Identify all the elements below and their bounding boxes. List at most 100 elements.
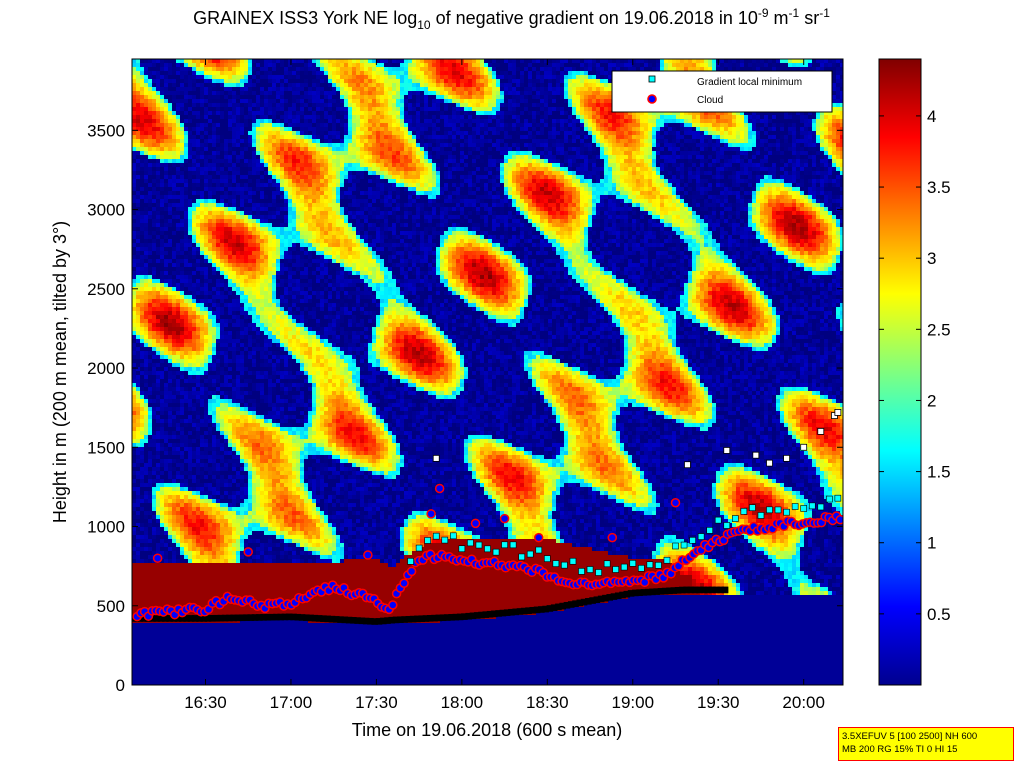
colorbar-tick-label: 3 [927, 249, 936, 268]
gradient-minimum-marker [791, 503, 799, 510]
gradient-minimum-marker [467, 539, 474, 547]
gradient-minimum-marker [817, 428, 825, 435]
gradient-minimum-marker [484, 545, 491, 553]
gradient-minimum-marker [646, 561, 654, 568]
gradient-minimum-marker [432, 454, 440, 462]
gradient-minimum-marker [569, 557, 577, 565]
gradient-minimum-marker [603, 560, 611, 568]
gradient-minimum-marker [723, 447, 731, 454]
cloud-marker [434, 483, 445, 494]
cloud-marker [152, 553, 163, 563]
gradient-minimum-marker [578, 568, 585, 575]
gradient-minimum-marker [697, 533, 705, 540]
legend-label-minimum: Gradient local minimum [697, 77, 802, 88]
x-tick-label: 19:00 [612, 693, 655, 712]
annotation-line-2: MB 200 RG 15% TI 0 HI 15 [842, 743, 1010, 756]
y-tick-label: 0 [116, 676, 125, 695]
gradient-minimum-marker [684, 461, 691, 469]
cloud-marker [670, 497, 681, 508]
annotation-box: 3.5XEFUV 5 [100 2500] NH 600 MB 200 RG 1… [838, 727, 1014, 761]
cloud-marker [426, 509, 436, 519]
gradient-minimum-marker [518, 553, 525, 561]
gradient-minimum-marker [808, 502, 816, 510]
y-tick-label: 3500 [87, 121, 125, 140]
gradient-minimum-marker [415, 544, 423, 552]
gradient-minimum-marker [834, 409, 842, 416]
gradient-minimum-marker [629, 560, 637, 567]
legend-marker-minimum [648, 75, 656, 83]
gradient-minimum-marker [689, 537, 696, 544]
legend: Gradient local minimum Cloud [611, 70, 833, 113]
axes-box [131, 58, 844, 686]
colorbar-tick-label: 4 [927, 107, 936, 126]
gradient-minimum-marker [680, 541, 688, 549]
x-tick-label: 16:30 [184, 693, 227, 712]
gradient-minimum-marker [458, 545, 466, 553]
cloud-marker [534, 532, 544, 543]
colorbar [878, 58, 922, 686]
gradient-minimum-marker [526, 550, 534, 558]
y-axis-label: Height in m (200 m mean, tilted by 3°) [50, 221, 70, 523]
gradient-minimum-marker [561, 561, 568, 569]
gradient-minimum-marker [774, 506, 782, 514]
y-tick-label: 3000 [87, 201, 125, 220]
gradient-minimum-marker [723, 522, 731, 529]
gradient-minimum-marker [450, 532, 457, 540]
gradient-minimum-marker [552, 560, 560, 567]
x-tick-label: 17:30 [355, 693, 398, 712]
gradient-minimum-marker [407, 558, 414, 565]
heatmap-field [132, 59, 843, 685]
cloud-marker [363, 550, 373, 560]
colorbar-tick-label: 1.5 [927, 463, 951, 482]
gradient-minimum-marker [714, 516, 722, 524]
x-tick-label: 19:30 [697, 693, 740, 712]
gradient-minimum-marker [783, 508, 790, 516]
gradient-minimum-marker [800, 505, 807, 512]
gradient-minimum-marker [817, 503, 825, 511]
y-tick-label: 1500 [87, 438, 125, 457]
gradient-minimum-marker [800, 443, 808, 451]
x-tick-label: 20:00 [782, 693, 825, 712]
gradient-minimum-marker [424, 537, 431, 544]
gradient-minimum-marker [663, 556, 671, 564]
gradient-minimum-marker [655, 561, 662, 569]
gradient-minimum-marker [757, 512, 765, 519]
cloud-marker [243, 547, 253, 557]
x-axis-label: Time on 19.06.2018 (600 s mean) [352, 720, 623, 740]
gradient-minimum-marker [638, 564, 645, 572]
cloud-marker [388, 600, 398, 610]
x-tick-label: 18:00 [441, 693, 484, 712]
annotation-line-1: 3.5XEFUV 5 [100 2500] NH 600 [842, 730, 1010, 743]
cloud-marker [499, 513, 510, 524]
gradient-minimum-marker [595, 569, 602, 576]
gradient-minimum-marker [544, 555, 551, 562]
gradient-minimum-marker [766, 459, 773, 467]
gradient-minimum-marker [766, 506, 773, 514]
gradient-minimum-marker [721, 586, 729, 594]
gradient-minimum-marker [826, 495, 833, 503]
legend-marker-cloud [647, 94, 657, 104]
gradient-minimum-marker [586, 566, 594, 573]
x-tick-label: 18:30 [526, 693, 569, 712]
y-tick-label: 1000 [87, 518, 125, 537]
cloud-marker [399, 578, 409, 589]
gradient-minimum-marker [492, 548, 500, 556]
legend-label-cloud: Cloud [697, 95, 723, 106]
gradient-minimum-marker [501, 541, 508, 549]
gradient-minimum-marker [535, 546, 543, 554]
colorbar-tick-label: 3.5 [927, 178, 951, 197]
gradient-minimum-marker [783, 454, 790, 462]
colorbar-tick-label: 2 [927, 391, 936, 410]
y-tick-label: 500 [97, 597, 125, 616]
chart-title: GRAINEX ISS3 York NE log10 of negative g… [0, 6, 1023, 32]
cloud-marker [406, 566, 417, 577]
cloud-marker [470, 518, 481, 529]
colorbar-tick-label: 2.5 [927, 320, 951, 339]
gradient-minimum-marker [620, 563, 628, 571]
gradient-minimum-marker [432, 532, 440, 540]
colorbar-tick-label: 1 [927, 534, 936, 553]
colorbar-tick-label: 0.5 [927, 605, 951, 624]
y-tick-label: 2000 [87, 359, 125, 378]
gradient-minimum-marker [672, 542, 679, 550]
